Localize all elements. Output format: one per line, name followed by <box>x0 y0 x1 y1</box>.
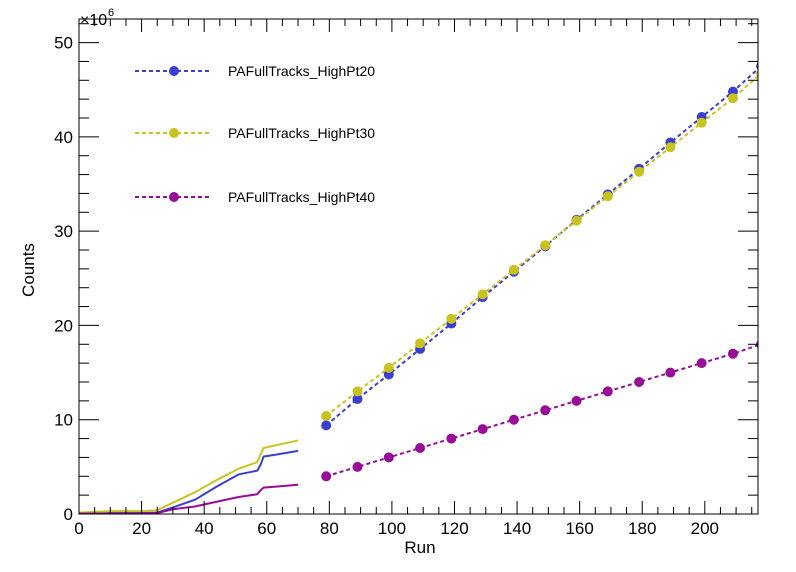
legend-label-highpt20: PAFullTracks_HighPt20 <box>228 63 375 79</box>
data-point <box>383 452 394 463</box>
data-point <box>634 166 645 177</box>
x-tick-label: 0 <box>74 519 83 538</box>
data-point <box>727 348 738 359</box>
data-point <box>602 386 613 397</box>
data-point <box>508 264 519 275</box>
x-tick-label: 40 <box>195 519 214 538</box>
data-point <box>727 93 738 104</box>
data-point <box>540 240 551 251</box>
y-tick-label: 50 <box>54 34 73 53</box>
legend-entry-highpt20: PAFullTracks_HighPt20 <box>135 63 375 79</box>
x-tick-label: 100 <box>378 519 406 538</box>
legend-marker-highpt30 <box>169 128 179 138</box>
data-point <box>321 471 332 482</box>
x-tick-label: 140 <box>503 519 531 538</box>
series-line-1 <box>325 75 758 417</box>
data-point <box>540 405 551 416</box>
data-point <box>321 420 332 431</box>
data-point <box>352 386 363 397</box>
data-point <box>446 433 457 444</box>
x-tick-label: 60 <box>257 519 276 538</box>
y-exponent-power: 6 <box>108 7 114 19</box>
y-tick-label: 10 <box>54 411 73 430</box>
x-tick-label: 120 <box>440 519 468 538</box>
x-tick-label: 80 <box>320 519 339 538</box>
legend-entry-highpt40: PAFullTracks_HighPt40 <box>135 189 375 205</box>
legend-marker-highpt40 <box>169 192 179 202</box>
data-point <box>446 313 457 324</box>
y-tick-label: 0 <box>64 505 73 524</box>
y-exponent-label: ×10 6 <box>80 7 114 29</box>
plot-area <box>79 62 758 514</box>
solid-curve-0 <box>79 449 299 514</box>
legend: PAFullTracks_HighPt20 PAFullTracks_HighP… <box>135 63 375 205</box>
x-tick-label: 20 <box>132 519 151 538</box>
data-point <box>508 414 519 425</box>
axes: 0 20 40 60 80 100 120 140 160 180 200 0 10 20 30 40 50 <box>54 18 759 538</box>
data-point <box>415 338 426 349</box>
y-exponent-base: ×10 <box>80 12 107 29</box>
data-point <box>352 393 363 404</box>
data-point <box>602 191 613 202</box>
data-point <box>571 395 582 406</box>
x-tick-label: 200 <box>691 519 719 538</box>
x-tick-label: 160 <box>565 519 593 538</box>
legend-label-highpt40: PAFullTracks_HighPt40 <box>228 189 375 205</box>
data-point <box>321 410 332 421</box>
data-point <box>696 117 707 128</box>
data-point <box>415 443 426 453</box>
data-point <box>571 215 582 226</box>
data-point <box>634 377 645 387</box>
legend-entry-highpt30: PAFullTracks_HighPt30 <box>135 125 375 141</box>
data-point <box>477 289 488 300</box>
x-axis-title: Run <box>404 538 435 557</box>
data-point <box>665 367 676 378</box>
data-point <box>383 362 394 373</box>
data-point <box>477 424 488 435</box>
y-tick-label: 40 <box>54 128 73 147</box>
y-tick-label: 20 <box>54 316 73 335</box>
plot-frame <box>78 18 759 515</box>
series-line-2 <box>325 344 758 478</box>
data-point <box>665 142 676 153</box>
y-axis-title: Counts <box>19 243 38 297</box>
legend-marker-highpt20 <box>169 66 179 76</box>
legend-label-highpt30: PAFullTracks_HighPt30 <box>228 125 375 141</box>
data-point <box>696 358 707 369</box>
data-point <box>352 461 363 472</box>
data-layer <box>79 62 758 514</box>
y-tick-label: 30 <box>54 222 73 241</box>
x-tick-label: 180 <box>628 519 656 538</box>
